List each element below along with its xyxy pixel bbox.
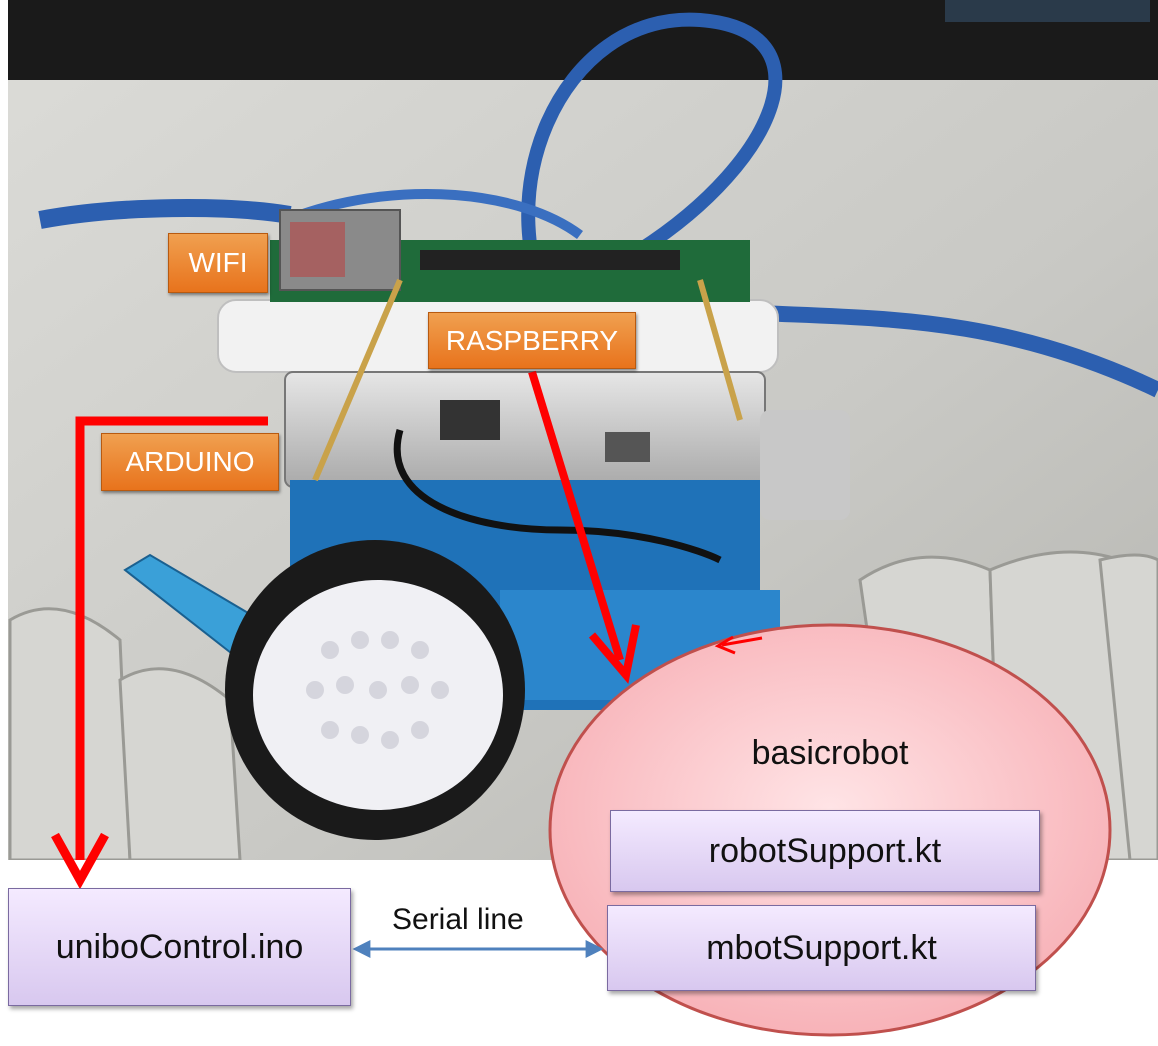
arduino-tag: ARDUINO bbox=[101, 433, 279, 491]
arduino-arrow bbox=[51, 416, 268, 890]
raspberry-tag: RASPBERRY bbox=[428, 312, 636, 369]
serial-line-label: Serial line bbox=[392, 903, 524, 936]
mbot-support-box: mbotSupport.kt bbox=[607, 905, 1036, 991]
raspberry-arrow bbox=[528, 370, 640, 684]
wifi-tag: WIFI bbox=[168, 233, 268, 293]
robot-support-box: robotSupport.kt bbox=[610, 810, 1040, 892]
basicrobot-title: basicrobot bbox=[751, 734, 909, 772]
unibo-control-box: uniboControl.ino bbox=[8, 888, 351, 1006]
small-red-arrow bbox=[714, 635, 763, 655]
